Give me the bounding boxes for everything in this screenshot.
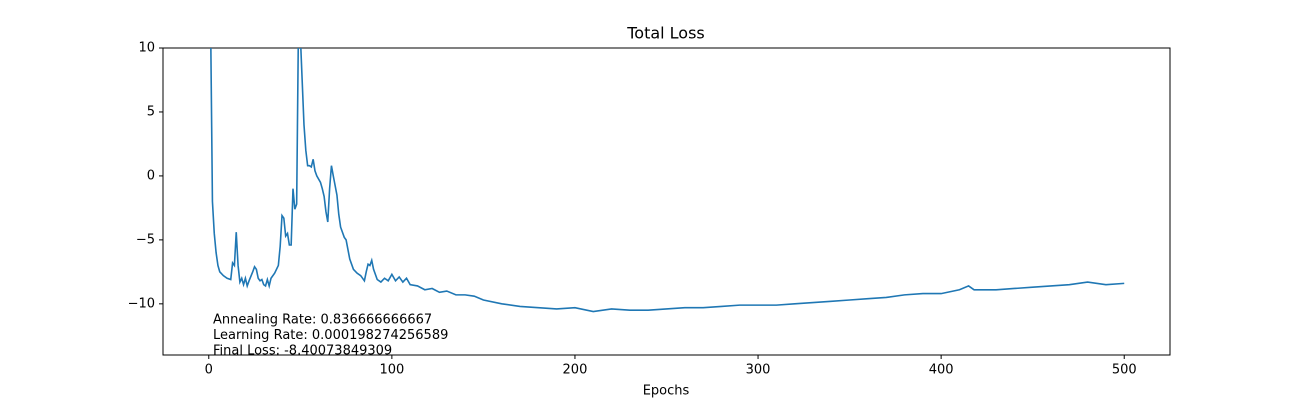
x-tick-label: 100 [379, 363, 404, 378]
x-tick-label: 200 [563, 363, 588, 378]
x-tick-label: 0 [205, 363, 213, 378]
x-tick-label: 500 [1112, 363, 1137, 378]
chart-title: Total Loss [626, 24, 705, 43]
y-tick-label: −10 [128, 296, 155, 311]
annotation: Annealing Rate: 0.836666666667 [213, 313, 432, 328]
y-tick-label: 5 [147, 104, 155, 119]
y-tick-label: −5 [136, 232, 155, 247]
loss-line [210, 48, 1125, 313]
x-tick-label: 300 [746, 363, 771, 378]
plot-frame [162, 47, 1171, 356]
x-axis-label: Epochs [643, 384, 690, 399]
y-tick-label: 0 [147, 168, 155, 183]
y-tick-label: 10 [138, 41, 155, 56]
annotation: Final Loss: -8.40073849309 [213, 344, 392, 359]
x-tick-label: 400 [929, 363, 954, 378]
annotation: Learning Rate: 0.000198274256589 [213, 328, 448, 343]
